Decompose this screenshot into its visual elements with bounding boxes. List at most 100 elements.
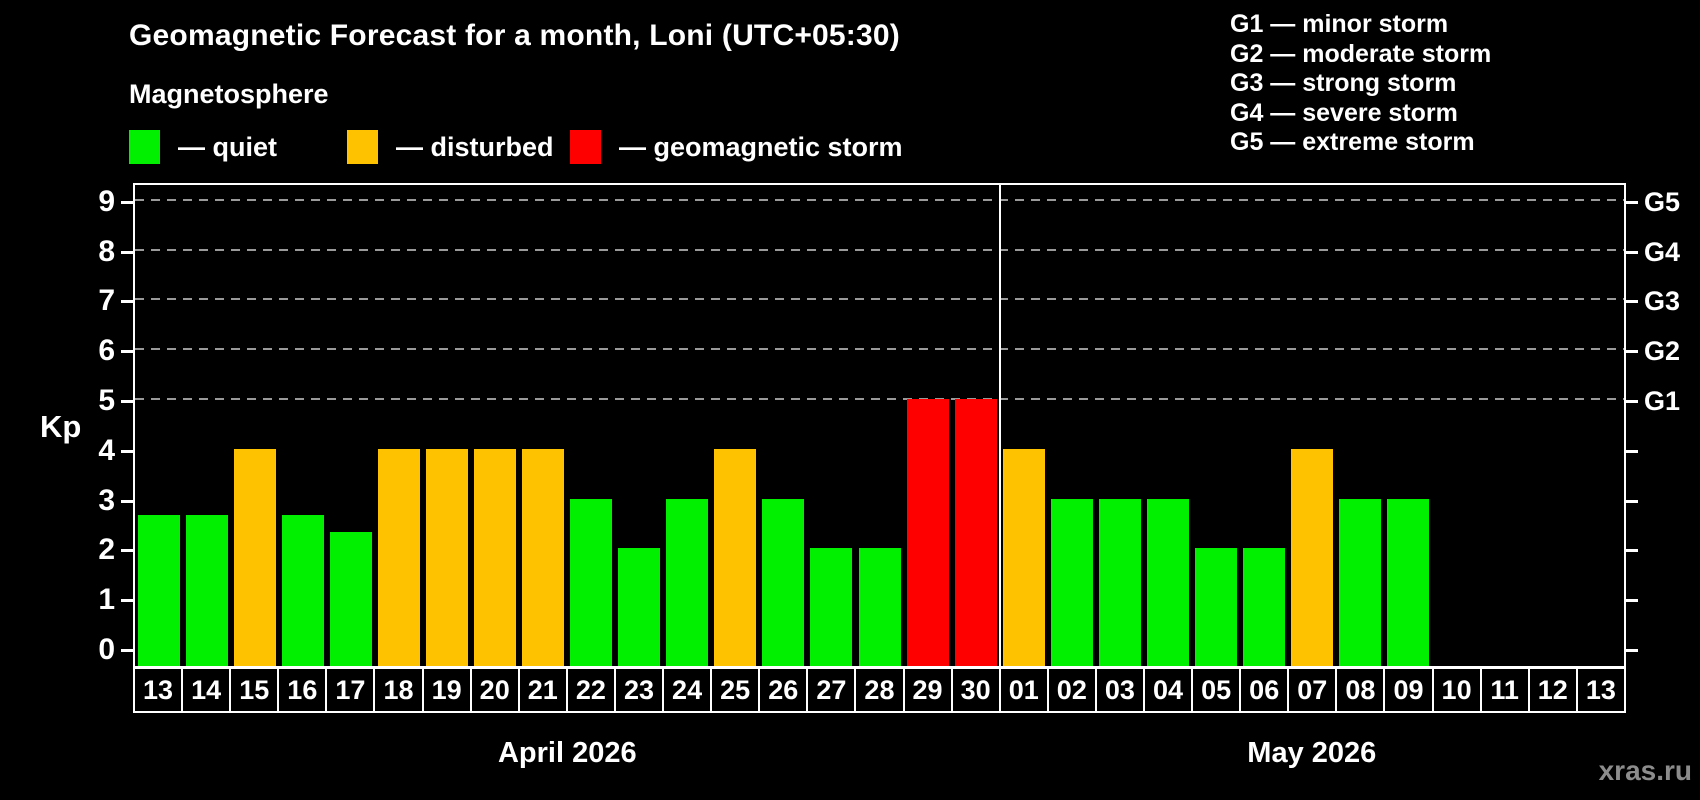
- y-tick-mark-left-5: [121, 400, 133, 403]
- date-label-april-25: 25: [710, 667, 761, 713]
- plot-area: [133, 183, 1626, 668]
- page-title: Geomagnetic Forecast for a month, Loni (…: [129, 19, 900, 52]
- date-label-april-26: 26: [758, 667, 809, 713]
- month-label-april: April 2026: [497, 737, 637, 769]
- date-label-april-17: 17: [325, 667, 376, 713]
- date-label-april-18: 18: [373, 667, 424, 713]
- y-tick-mark-right-7: [1626, 300, 1638, 304]
- g4-legend-line: G4 — severe storm: [1230, 98, 1458, 127]
- date-label-april-21: 21: [517, 667, 568, 713]
- kp-bar-may-09: [1386, 498, 1429, 666]
- y-tick-label-4: 4: [98, 433, 115, 467]
- y-tick-label-7: 7: [98, 284, 115, 318]
- kp-bar-april-15: [234, 448, 277, 666]
- y-tick-label-2: 2: [98, 533, 115, 567]
- y-tick-mark-left-0: [121, 649, 133, 652]
- kp-bar-may-08: [1338, 498, 1381, 666]
- date-label-april-13: 13: [133, 667, 184, 713]
- y-tick-mark-right-3: [1626, 499, 1638, 503]
- date-axis: 13 14 15 16 17 18 19 20 21 22 23 24 25 26 27 28 29 30 01 02…: [133, 667, 1626, 713]
- y-tick-mark-left-4: [121, 449, 133, 453]
- y-tick-mark-right-9: [1626, 200, 1638, 204]
- legend-label-quiet: — quiet: [178, 131, 277, 162]
- g3-legend-line: G3 — strong storm: [1230, 69, 1457, 97]
- date-label-april-30: 30: [950, 667, 1001, 713]
- kp-bar-april-28: [858, 548, 901, 666]
- date-label-april-28: 28: [854, 667, 905, 713]
- y-tick-mark-right-6: [1626, 350, 1638, 354]
- kp-bar-may-02: [1050, 498, 1093, 666]
- y-tick-label-0: 0: [98, 633, 115, 666]
- y-tick-mark-right-0: [1626, 649, 1638, 652]
- kp-bar-may-04: [1146, 498, 1189, 666]
- kp-bar-april-29: [906, 399, 949, 666]
- gridline-kp8: [135, 248, 1624, 251]
- date-label-may-12: 12: [1527, 667, 1578, 713]
- kp-bar-april-13: [138, 515, 181, 666]
- storm-color-swatch: [570, 130, 601, 164]
- date-label-may-11: 11: [1479, 667, 1530, 713]
- magnetosphere-subtitle: Magnetosphere: [129, 79, 329, 109]
- gridline-kp5: [135, 398, 1624, 400]
- kp-bar-april-19: [426, 448, 469, 666]
- kp-bar-april-20: [474, 448, 517, 666]
- date-label-may-09: 09: [1383, 667, 1434, 713]
- legend-label-storm: — geomagnetic storm: [619, 131, 903, 162]
- g-axis-label-g2: G2: [1644, 336, 1681, 367]
- date-label-april-29: 29: [902, 667, 953, 713]
- date-label-april-24: 24: [662, 667, 713, 713]
- y-tick-mark-left-6: [121, 350, 133, 354]
- y-tick-label-5: 5: [98, 384, 115, 417]
- legend-item-storm: — geomagnetic storm: [570, 130, 903, 164]
- gridline-kp6: [135, 348, 1624, 351]
- g1-legend-line: G1 — minor storm: [1230, 10, 1449, 38]
- kp-bar-april-18: [378, 448, 421, 666]
- kp-bar-april-22: [570, 498, 613, 666]
- legend-label-disturbed: — disturbed: [396, 131, 554, 162]
- date-label-april-23: 23: [613, 667, 665, 713]
- kp-bar-may-05: [1194, 548, 1237, 666]
- legend-item-disturbed: — disturbed: [347, 130, 554, 164]
- g-axis-label-g4: G4: [1644, 236, 1681, 267]
- y-tick-mark-right-5: [1626, 400, 1638, 403]
- month-separator-line: [998, 185, 1001, 666]
- y-tick-mark-right-4: [1626, 449, 1638, 453]
- g-axis-label-g1: G1: [1644, 386, 1681, 416]
- date-label-may-10: 10: [1431, 667, 1482, 713]
- date-label-april-27: 27: [806, 667, 857, 713]
- y-tick-label-1: 1: [98, 583, 115, 617]
- y-tick-mark-right-1: [1626, 599, 1638, 603]
- y-tick-mark-left-9: [121, 200, 133, 204]
- date-label-april-20: 20: [469, 667, 520, 713]
- date-label-may-07: 07: [1287, 667, 1338, 713]
- y-tick-mark-right-2: [1626, 549, 1638, 553]
- y-tick-mark-left-3: [121, 499, 133, 503]
- legend-item-quiet: — quiet: [129, 130, 277, 164]
- kp-bar-april-30: [954, 399, 997, 666]
- date-label-may-05: 05: [1191, 667, 1242, 713]
- date-label-april-14: 14: [181, 667, 232, 713]
- kp-bar-april-14: [186, 515, 229, 666]
- date-label-april-19: 19: [421, 667, 472, 713]
- kp-bar-may-06: [1242, 548, 1285, 666]
- y-tick-label-6: 6: [98, 334, 115, 368]
- y-axis-title-kp: Kp: [40, 409, 82, 444]
- date-label-april-15: 15: [229, 667, 280, 713]
- date-label-may-06: 06: [1239, 667, 1290, 713]
- date-label-may-04: 04: [1142, 667, 1194, 713]
- date-label-may-02: 02: [1046, 667, 1097, 713]
- g5-legend-line: G5 — extreme storm: [1230, 128, 1475, 156]
- gridline-kp9: [135, 198, 1624, 201]
- kp-bar-april-23: [618, 548, 661, 666]
- date-label-may-08: 08: [1335, 667, 1386, 713]
- date-label-april-22: 22: [565, 667, 616, 713]
- date-label-may-13: 13: [1575, 667, 1626, 713]
- g-axis-label-g3: G3: [1644, 286, 1681, 317]
- g-scale-legend: G1 — minor storm G2 — moderate storm G3 …: [1230, 10, 1491, 158]
- g2-legend-line: G2 — moderate storm: [1230, 39, 1492, 68]
- kp-bar-april-21: [522, 448, 565, 666]
- y-tick-mark-left-8: [121, 250, 133, 254]
- y-tick-label-3: 3: [98, 483, 115, 517]
- date-label-may-01: 01: [998, 667, 1049, 713]
- y-tick-mark-left-7: [121, 300, 133, 304]
